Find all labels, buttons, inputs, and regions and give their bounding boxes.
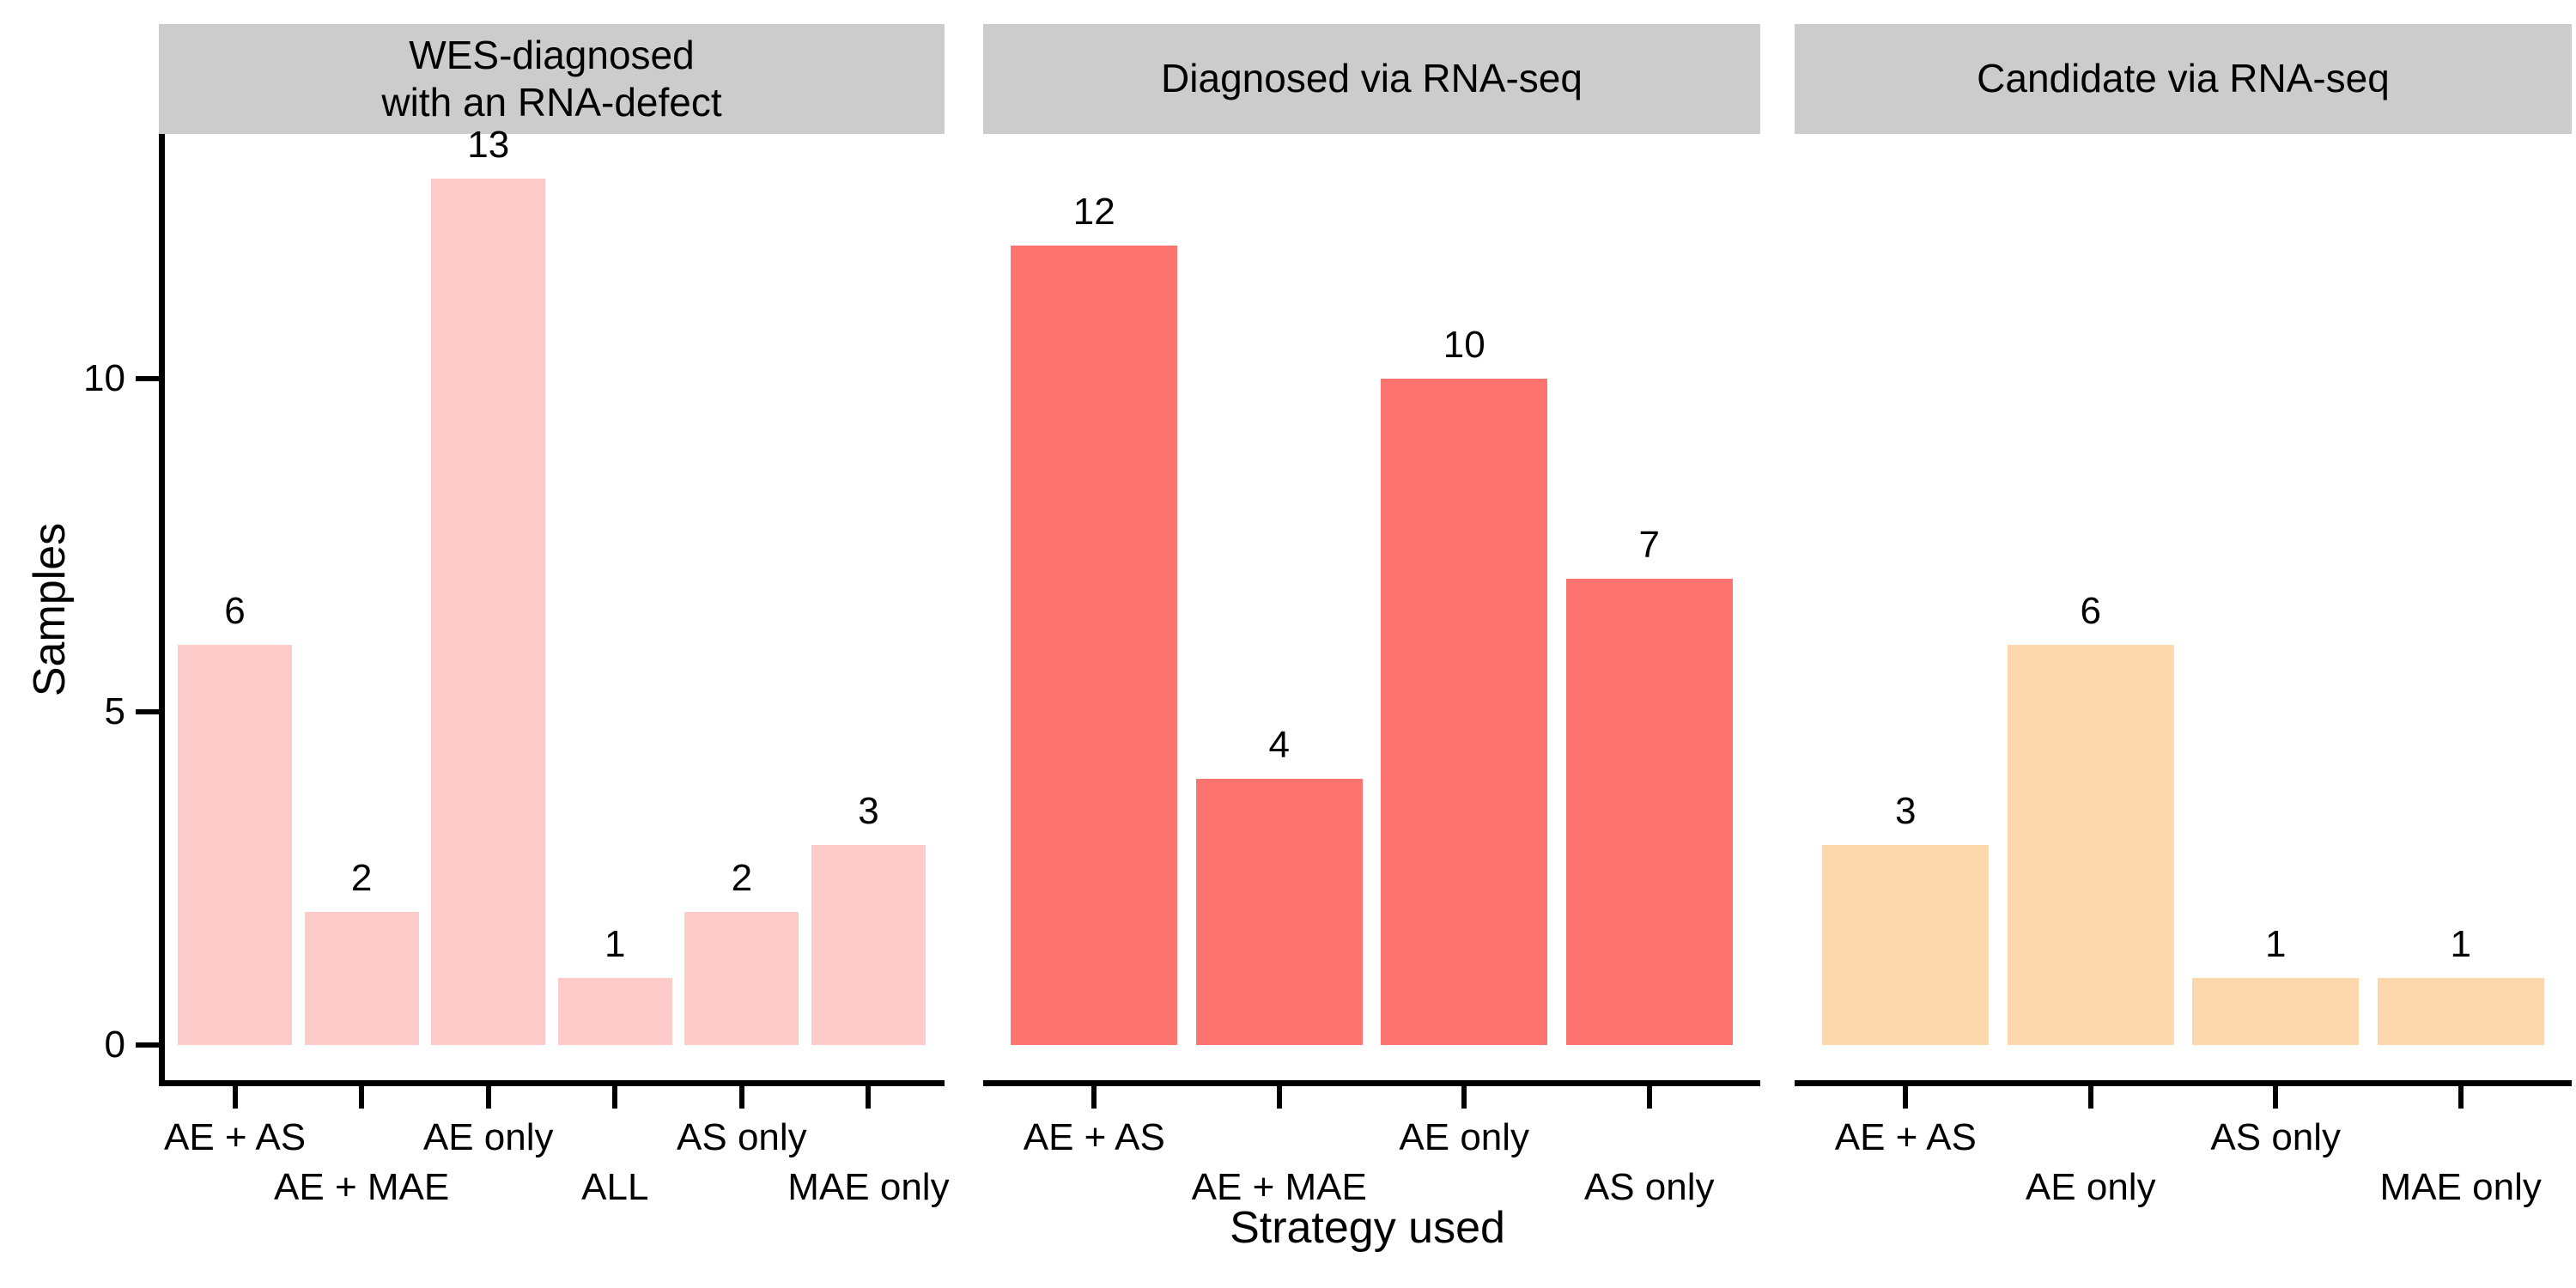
- y-axis-line: [159, 134, 165, 1086]
- x-tick-label: AE + MAE: [1191, 1166, 1367, 1208]
- bar-value-label: 2: [350, 856, 373, 899]
- x-axis-tick: [232, 1086, 238, 1109]
- facet-panel-candidate-rnaseq: Candidate via RNA-seq 3 6 1 1 AE + AS AE onl…: [1795, 24, 2572, 1288]
- plot-area: 12 4 10 7: [983, 134, 1760, 1080]
- x-axis-tick: [1461, 1086, 1467, 1109]
- x-axis-line: [159, 1080, 945, 1086]
- bar-value-label: 10: [1443, 324, 1485, 366]
- x-tick-label: AE only: [422, 1116, 554, 1158]
- bar-ASonly: [1565, 578, 1733, 1045]
- bar-value-label: 4: [1268, 723, 1290, 766]
- facet-strip-label: Diagnosed via RNA-seq: [983, 24, 1760, 134]
- facet-panel-diagnosed-rnaseq: Diagnosed via RNA-seq 12 4 10 7 AE + AS AE +…: [983, 24, 1760, 1288]
- x-tick-label: ALL: [581, 1166, 649, 1208]
- bar-ALL: [557, 978, 672, 1045]
- bar-value-label: 6: [2080, 590, 2101, 633]
- y-tick-label: 5: [104, 690, 125, 732]
- x-tick-label: AS only: [2210, 1116, 2342, 1158]
- x-axis-tick: [1091, 1086, 1097, 1109]
- bar-AE+AS: [178, 645, 292, 1045]
- x-tick-label: MAE only: [2379, 1166, 2542, 1208]
- x-axis-tick: [1646, 1086, 1652, 1109]
- y-axis-tick: [136, 1042, 159, 1048]
- x-axis-tick: [2087, 1086, 2093, 1109]
- x-tick-label: AS only: [1583, 1166, 1715, 1208]
- x-tick-label: AE only: [2025, 1166, 2156, 1208]
- bar-value-label: 2: [731, 856, 753, 899]
- x-axis-tick: [485, 1086, 491, 1109]
- x-axis-line: [983, 1080, 1760, 1086]
- x-axis-line: [1795, 1080, 2572, 1086]
- bar-AE+MAE: [304, 911, 419, 1045]
- x-axis-tick: [2273, 1086, 2279, 1109]
- x-axis-tick: [1276, 1086, 1282, 1109]
- bar-AEonly: [2007, 645, 2174, 1045]
- x-tick-label: MAE only: [787, 1166, 950, 1208]
- bar-AE+AS: [1822, 845, 1990, 1045]
- bar-value-label: 1: [2450, 923, 2471, 966]
- plot-area: 6 2 13 1 2 3: [159, 124, 945, 1086]
- bar-AEonly: [1381, 379, 1548, 1045]
- x-axis-tick: [612, 1086, 618, 1109]
- x-tick-label: AE + AS: [1834, 1116, 1977, 1158]
- y-tick-label: 0: [104, 1024, 125, 1066]
- bar-value-label: 3: [858, 790, 879, 833]
- bar-value-label: 1: [2264, 923, 2287, 966]
- x-axis-tick: [359, 1086, 365, 1109]
- y-axis-tick: [136, 709, 159, 714]
- x-tick-label: AS only: [677, 1116, 807, 1158]
- bar-AE+AS: [1011, 245, 1178, 1045]
- bar-value-label: 13: [467, 124, 510, 167]
- x-tick-label: AE + MAE: [274, 1166, 450, 1208]
- x-tick-label: AE + AS: [1023, 1116, 1165, 1158]
- bar-value-label: 12: [1072, 190, 1115, 233]
- facet-panel-wes-diagnosed: WES-diagnosed with an RNA-defect 6 2 13 1 2 3…: [159, 24, 950, 1288]
- y-axis-title: Samples: [25, 522, 75, 697]
- bar-value-label: 1: [605, 923, 626, 966]
- bar-value-label: 7: [1638, 523, 1660, 566]
- bar-MAEonly: [2377, 978, 2544, 1045]
- plot-area: 3 6 1 1: [1795, 134, 2572, 1080]
- x-axis-tick: [866, 1086, 872, 1109]
- bar-ASonly: [2192, 978, 2360, 1045]
- y-tick-label: 10: [83, 357, 125, 399]
- x-tick-label: AE only: [1399, 1116, 1530, 1158]
- bar-value-label: 6: [224, 590, 246, 633]
- bar-ASonly: [684, 911, 799, 1045]
- facet-strip-label: Candidate via RNA-seq: [1795, 24, 2572, 134]
- x-axis-tick: [2458, 1086, 2464, 1109]
- bar-value-label: 3: [1895, 790, 1917, 833]
- x-tick-label: AE + AS: [163, 1116, 307, 1158]
- x-axis-tick: [1903, 1086, 1909, 1109]
- x-axis-title: Strategy used: [1230, 1203, 1505, 1253]
- x-axis-tick: [738, 1086, 744, 1109]
- bar-AEonly: [431, 179, 546, 1045]
- facet-strip-label: WES-diagnosed with an RNA-defect: [159, 24, 945, 134]
- bar-MAEonly: [811, 845, 926, 1045]
- y-axis-tick: [136, 376, 159, 381]
- bar-AE+MAE: [1195, 778, 1363, 1045]
